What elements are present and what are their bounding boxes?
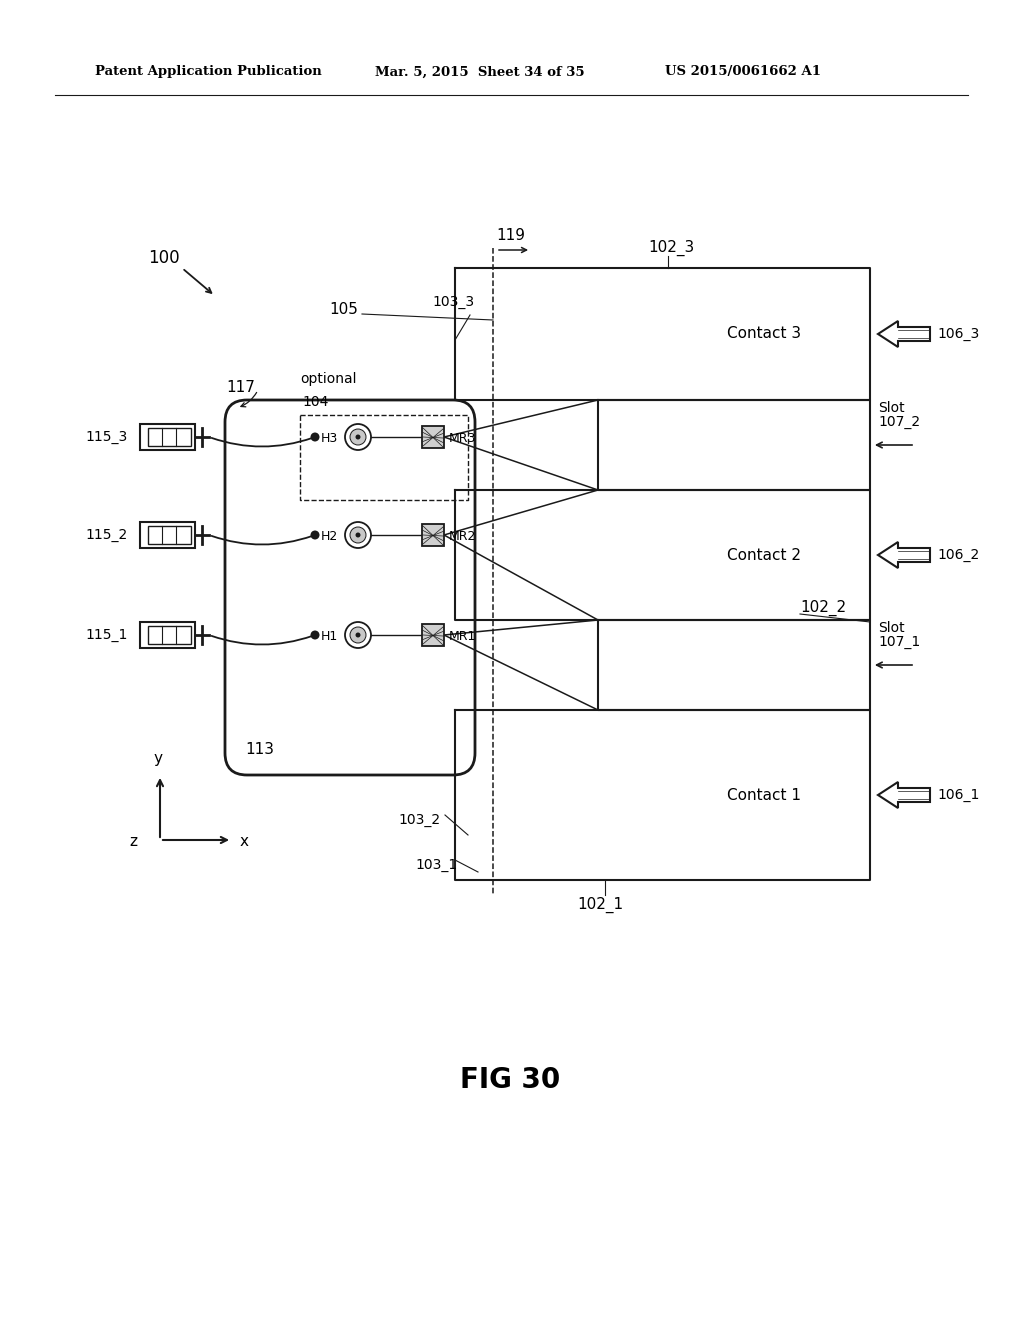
- Text: 113: 113: [245, 742, 274, 758]
- Text: 103_1: 103_1: [415, 858, 458, 873]
- Text: 117: 117: [226, 380, 255, 396]
- Text: Contact 3: Contact 3: [727, 326, 801, 342]
- Polygon shape: [140, 622, 195, 648]
- Circle shape: [355, 434, 360, 440]
- Text: 102_2: 102_2: [800, 599, 846, 616]
- Text: Contact 2: Contact 2: [727, 548, 801, 562]
- Text: 104: 104: [302, 395, 329, 409]
- Text: 103_3: 103_3: [432, 294, 474, 309]
- Text: Patent Application Publication: Patent Application Publication: [95, 66, 322, 78]
- Text: x: x: [240, 833, 249, 849]
- Circle shape: [350, 527, 366, 543]
- Circle shape: [345, 521, 371, 548]
- Polygon shape: [422, 426, 444, 447]
- Text: MR3: MR3: [449, 432, 476, 445]
- Text: 107_1: 107_1: [878, 635, 921, 649]
- Text: 100: 100: [148, 249, 179, 267]
- Polygon shape: [140, 424, 195, 450]
- Text: 115_1: 115_1: [86, 628, 128, 642]
- Polygon shape: [878, 543, 930, 568]
- Text: 103_2: 103_2: [398, 813, 440, 828]
- Polygon shape: [140, 521, 195, 548]
- FancyBboxPatch shape: [225, 400, 475, 775]
- Circle shape: [345, 424, 371, 450]
- Text: Slot: Slot: [878, 620, 904, 635]
- Text: Slot: Slot: [878, 401, 904, 414]
- Text: H2: H2: [321, 529, 338, 543]
- Circle shape: [350, 627, 366, 643]
- Polygon shape: [422, 624, 444, 645]
- Text: H1: H1: [321, 630, 338, 643]
- Text: H3: H3: [321, 432, 338, 445]
- Circle shape: [345, 622, 371, 648]
- Text: 115_3: 115_3: [86, 430, 128, 444]
- Circle shape: [355, 632, 360, 638]
- Text: US 2015/0061662 A1: US 2015/0061662 A1: [665, 66, 821, 78]
- Circle shape: [355, 532, 360, 537]
- Text: 102_1: 102_1: [577, 896, 623, 913]
- Text: y: y: [154, 751, 163, 766]
- Circle shape: [310, 531, 319, 540]
- Polygon shape: [878, 781, 930, 808]
- Text: MR2: MR2: [449, 529, 476, 543]
- Text: 107_2: 107_2: [878, 414, 921, 429]
- Text: 102_3: 102_3: [648, 240, 694, 256]
- Text: MR1: MR1: [449, 630, 476, 643]
- Polygon shape: [878, 321, 930, 347]
- Text: 115_2: 115_2: [86, 528, 128, 543]
- Text: FIG 30: FIG 30: [460, 1067, 560, 1094]
- Polygon shape: [148, 428, 191, 446]
- Circle shape: [310, 433, 319, 441]
- Circle shape: [350, 429, 366, 445]
- Polygon shape: [148, 525, 191, 544]
- Text: Mar. 5, 2015  Sheet 34 of 35: Mar. 5, 2015 Sheet 34 of 35: [375, 66, 585, 78]
- Text: 106_1: 106_1: [937, 788, 979, 803]
- Polygon shape: [422, 524, 444, 546]
- Polygon shape: [148, 626, 191, 644]
- Text: optional: optional: [300, 372, 356, 385]
- Text: 106_3: 106_3: [937, 327, 979, 341]
- Circle shape: [310, 631, 319, 639]
- Text: 119: 119: [496, 227, 525, 243]
- Text: 105: 105: [329, 302, 358, 318]
- Text: 106_2: 106_2: [937, 548, 979, 562]
- Text: z: z: [129, 834, 137, 850]
- Text: Contact 1: Contact 1: [727, 788, 801, 803]
